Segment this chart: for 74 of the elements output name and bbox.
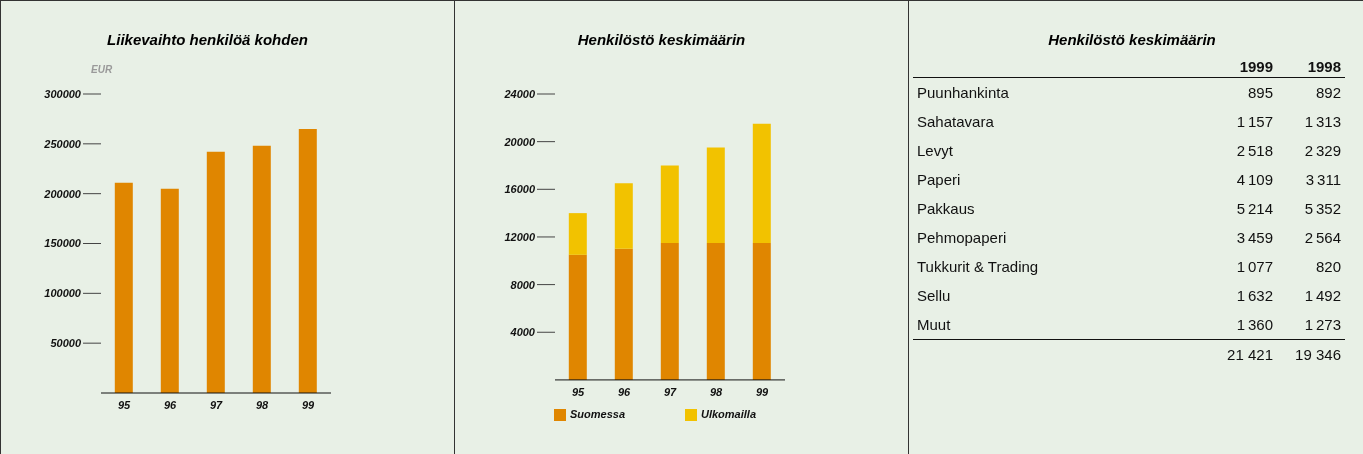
category-label: Pakkaus: [916, 199, 976, 219]
category-label: Sahatavara: [916, 112, 995, 132]
bar: [706, 147, 725, 243]
bar: [568, 213, 587, 255]
data-label: 1 077: [1235, 257, 1274, 277]
text: 19 346: [1295, 346, 1341, 363]
bar: [660, 165, 679, 243]
x-tick-label: 98: [709, 385, 723, 398]
text: 1998: [1306, 57, 1342, 77]
x-tick-label: 96: [163, 398, 177, 411]
chart-title: Liikevaihto henkilöä kohden: [106, 31, 309, 48]
bar: [752, 123, 771, 243]
bar: [752, 242, 771, 380]
bar: [614, 183, 633, 249]
y-tick-label: 250000: [43, 137, 82, 150]
y-tick-label: 150000: [44, 237, 82, 250]
bar: [114, 182, 133, 393]
data-label: 1 157: [1235, 112, 1274, 132]
x-tick-label: 99: [755, 385, 769, 398]
data-label: 5 214: [1235, 199, 1274, 219]
data-label: 3 459: [1235, 228, 1274, 248]
text: 1999: [1238, 57, 1274, 77]
x-tick-label: 97: [209, 398, 223, 411]
data-label: 2 564: [1303, 228, 1342, 248]
category-label: Sellu: [916, 286, 952, 306]
bar: [206, 151, 225, 393]
y-tick-label: 24000: [503, 87, 536, 100]
data-label: 3 311: [1304, 170, 1342, 190]
data-label: 2 518: [1235, 141, 1274, 161]
y-tick-label: 4000: [509, 326, 536, 339]
category-label: Puunhankinta: [916, 83, 1010, 103]
bar: [160, 188, 179, 393]
y-tick-label: 100000: [44, 287, 82, 300]
data-label: 1 273: [1303, 315, 1342, 335]
category-label: Pehmopaperi: [916, 228, 1008, 248]
data-label: 1 313: [1303, 112, 1342, 132]
text: Henkilöstö keskimäärin: [1047, 31, 1217, 48]
data-label: 1 632: [1235, 286, 1274, 306]
legend-label: Ulkomailla: [701, 407, 757, 420]
data-label: 5 352: [1303, 199, 1342, 219]
bar: [660, 242, 679, 380]
category-label: Paperi: [916, 170, 962, 190]
y-tick-label: 8000: [510, 278, 536, 291]
data-label: 1 492: [1303, 286, 1342, 306]
x-tick-label: 95: [117, 398, 131, 411]
data-label: 892: [1314, 83, 1342, 103]
y-tick-label: 16000: [504, 183, 536, 196]
x-tick-label: 97: [663, 385, 677, 398]
y-tick-label: 300000: [44, 87, 82, 100]
category-label: Levyt: [916, 141, 954, 161]
category-label: Tukkurit & Trading: [916, 257, 1040, 277]
x-tick-label: 95: [571, 385, 585, 398]
data-label: 820: [1314, 257, 1342, 277]
bar: [252, 145, 271, 393]
x-tick-label: 96: [617, 385, 631, 398]
y-tick-label: 50000: [50, 337, 82, 350]
bar: [298, 128, 317, 393]
x-tick-label: 98: [255, 398, 269, 411]
data-label: 4 109: [1235, 170, 1274, 190]
y-tick-label: 20000: [503, 135, 536, 148]
bar: [614, 248, 633, 380]
y-tick-label: 200000: [43, 187, 82, 200]
data-label: 2 329: [1303, 141, 1342, 161]
chart-title: Henkilöstö keskimäärin: [576, 31, 747, 48]
bar: [706, 242, 725, 380]
text: 21 421: [1227, 346, 1273, 363]
category-label: Muut: [916, 315, 952, 335]
x-tick-label: 99: [301, 398, 315, 411]
y-axis-title: EUR: [90, 64, 114, 77]
legend-label: Suomessa: [569, 407, 625, 420]
data-label: 1 360: [1235, 315, 1274, 335]
bar: [568, 254, 587, 380]
y-tick-label: 12000: [504, 230, 536, 243]
data-label: 895: [1246, 83, 1274, 103]
